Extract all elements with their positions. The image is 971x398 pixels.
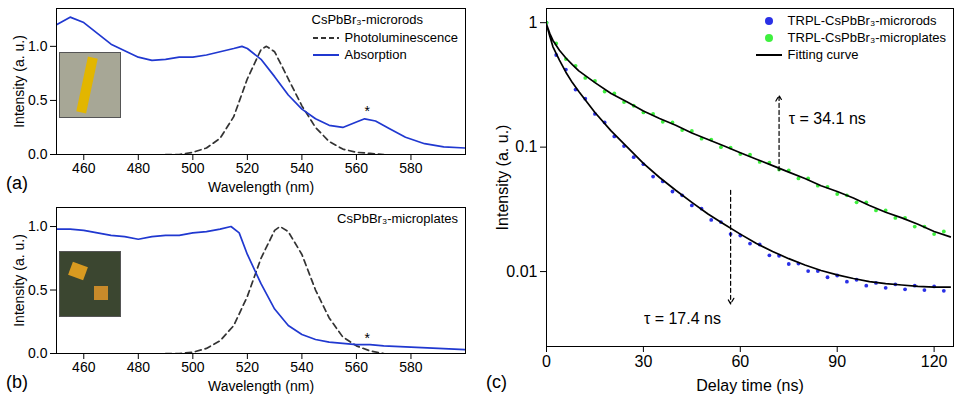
- svg-text:520: 520: [236, 160, 260, 176]
- svg-text:Wavelength (nm): Wavelength (nm): [208, 179, 314, 195]
- svg-text:90: 90: [828, 353, 846, 370]
- svg-text:0.5: 0.5: [28, 282, 48, 298]
- svg-text:Intensity (a. u.): Intensity (a. u.): [11, 234, 27, 327]
- svg-text:520: 520: [236, 359, 260, 375]
- svg-text:1.0: 1.0: [28, 38, 48, 54]
- svg-text:560: 560: [345, 160, 369, 176]
- html-text:CsPbBr₃-microplates: CsPbBr₃-microplates: [337, 211, 458, 226]
- svg-text:τ = 34.1 ns: τ = 34.1 ns: [789, 110, 866, 127]
- svg-text:30: 30: [635, 353, 653, 370]
- svg-text:0.1: 0.1: [515, 138, 537, 155]
- svg-text:580: 580: [399, 359, 423, 375]
- svg-text:60: 60: [731, 353, 749, 370]
- svg-text:460: 460: [72, 359, 96, 375]
- svg-text:τ = 17.4 ns: τ = 17.4 ns: [644, 310, 721, 327]
- svg-text:560: 560: [345, 359, 369, 375]
- svg-text:*: *: [365, 103, 371, 119]
- html-text:(b): (b): [6, 372, 28, 392]
- svg-text:480: 480: [127, 359, 151, 375]
- svg-text:0.0: 0.0: [28, 345, 48, 361]
- svg-text:540: 540: [290, 160, 314, 176]
- svg-text:120: 120: [921, 353, 948, 370]
- svg-text:Intensity (a. u.): Intensity (a. u.): [494, 125, 511, 231]
- html-text:(a): (a): [6, 173, 28, 193]
- svg-text:1: 1: [529, 14, 538, 31]
- html-text:CsPbBr₃-microrods: CsPbBr₃-microrods: [311, 12, 423, 27]
- html-text:Photoluminescence: Photoluminescence: [344, 30, 458, 45]
- html-text:Absorption: Absorption: [344, 47, 407, 62]
- svg-text:*: *: [365, 330, 371, 346]
- svg-text:0.0: 0.0: [28, 146, 48, 162]
- svg-text:500: 500: [181, 160, 205, 176]
- svg-text:580: 580: [399, 160, 423, 176]
- html-text:TRPL-CsPbBr₃-microrods: TRPL-CsPbBr₃-microrods: [787, 13, 937, 28]
- svg-text:Wavelength (nm): Wavelength (nm): [208, 378, 314, 394]
- svg-text:500: 500: [181, 359, 205, 375]
- svg-text:Delay time (ns): Delay time (ns): [696, 377, 804, 394]
- svg-text:480: 480: [127, 160, 151, 176]
- svg-text:0.01: 0.01: [506, 263, 537, 280]
- svg-text:0.5: 0.5: [28, 92, 48, 108]
- html-text:Fitting curve: Fitting curve: [787, 47, 859, 62]
- svg-text:1.0: 1.0: [28, 218, 48, 234]
- svg-text:Intensity (a. u.): Intensity (a. u.): [11, 35, 27, 128]
- svg-text:460: 460: [72, 160, 96, 176]
- html-text:TRPL-CsPbBr₃-microplates: TRPL-CsPbBr₃-microplates: [787, 30, 946, 45]
- svg-text:540: 540: [290, 359, 314, 375]
- html-text:(c): (c): [486, 372, 507, 392]
- svg-text:0: 0: [542, 353, 551, 370]
